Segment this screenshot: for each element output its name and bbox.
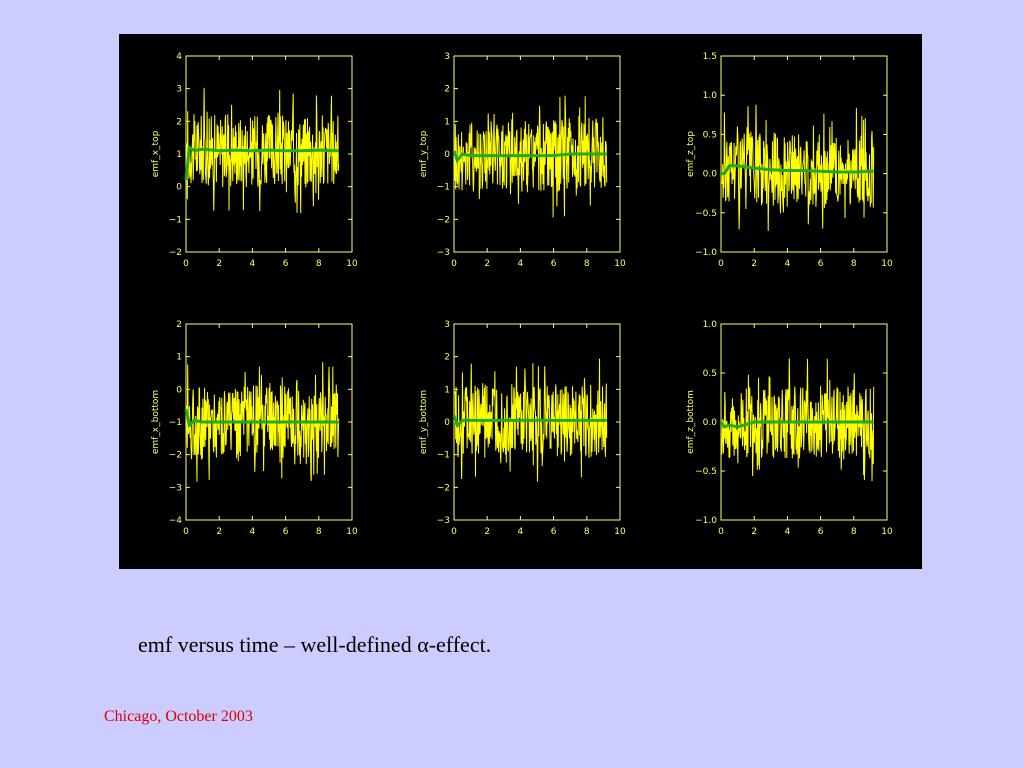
chart-6-ytick-label: 1.0 [703,320,718,330]
chart-2-xtick-label: 10 [614,259,626,269]
chart-1-ytick-label: 0 [176,183,182,193]
chart-6-ytick-label: −0.5 [695,467,717,477]
chart-1-ytick-label: 4 [176,52,182,62]
chart-2-xtick-label: 8 [584,259,590,269]
figure-panel: 0 2 4 6 8 10 −2 −1 0 1 2 3 4 emf_x_top 0 2 4 6 8 10 −3 −2 −1 0 1… [119,34,922,569]
chart-6-xtick-label: 6 [818,527,824,537]
chart-1-xtick-label: 10 [346,259,358,269]
chart-3-ytick-label: −0.5 [695,209,717,219]
chart-5-xtick-label: 4 [518,527,524,537]
chart-1-xtick-label: 8 [316,259,322,269]
chart-3-xtick-label: 2 [751,259,757,269]
chart-4-ytick-label: −3 [169,483,182,493]
chart-5-ytick-label: 0 [444,418,450,428]
chart-2-signal-line [454,95,608,218]
chart-5-xtick-label: 0 [451,527,457,537]
chart-6-ytick-label: 0.5 [703,369,717,379]
chart-5-ytick-label: −3 [437,516,450,526]
chart-1-xtick-label: 0 [183,259,189,269]
chart-1-ytick-label: −2 [169,248,182,258]
chart-2-ytick-label: 1 [444,117,450,127]
chart-2-xtick-label: 2 [484,259,490,269]
chart-1-ytick-label: −1 [169,215,182,225]
chart-6-signal-line [721,358,875,482]
chart-4-ytick-label: −2 [169,451,182,461]
chart-1-signal-line [186,87,340,214]
chart-4-signal-line [186,362,340,482]
chart-6-xtick-label: 4 [785,527,791,537]
chart-4-ytick-label: 0 [176,385,182,395]
chart-2-xtick-label: 4 [518,259,524,269]
chart-6-ylabel: emf_z_bottom [686,390,696,454]
chart-4-xtick-label: 2 [216,527,222,537]
chart-3-mean-line [721,164,874,176]
chart-5-xtick-label: 10 [614,527,626,537]
chart-5-ytick-label: −1 [437,451,450,461]
chart-6-ytick-label: 0.0 [703,418,718,428]
chart-4-ytick-label: 1 [176,353,182,363]
chart-4-xtick-label: 10 [346,527,358,537]
chart-2-ytick-label: −2 [437,215,450,225]
chart-1-xtick-label: 4 [250,259,256,269]
chart-2-ytick-label: −3 [437,248,450,258]
chart-3-frame [720,55,888,253]
chart-1-ytick-label: 3 [176,85,182,95]
chart-2-xtick-label: 6 [551,259,557,269]
chart-5-xtick-label: 8 [584,527,590,537]
chart-4-ytick-label: −1 [169,418,182,428]
chart-5-xtick-label: 2 [484,527,490,537]
chart-5-ylabel: emf_y_bottom [419,390,429,454]
chart-2-ytick-label: 2 [444,85,450,95]
chart-3-xtick-label: 0 [718,259,724,269]
chart-6-xtick-label: 10 [881,527,893,537]
chart-4-xtick-label: 8 [316,527,322,537]
chart-3-xtick-label: 10 [881,259,893,269]
chart-5-mean-line [452,415,607,429]
chart-4-ylabel: emf_x_bottom [151,390,161,454]
chart-3-ylabel: emf_z_top [686,131,696,177]
chart-3-xtick-label: 8 [851,259,857,269]
chart-1-ytick-label: 2 [176,117,182,127]
chart-2-ylabel: emf_y_top [419,130,429,177]
chart-5-ytick-label: 1 [444,385,450,395]
chart-2-xtick-label: 0 [451,259,457,269]
chart-3-xtick-label: 6 [818,259,824,269]
chart-6-xtick-label: 0 [718,527,724,537]
chart-5-ytick-label: 2 [444,353,450,363]
chart-5-ytick-label: 3 [444,320,450,330]
chart-3-ytick-label: 0.0 [703,170,718,180]
chart-1-xtick-label: 2 [216,259,222,269]
chart-4-ytick-label: −4 [169,516,183,526]
chart-4-ytick-label: 2 [176,320,182,330]
chart-5-signal-line [454,358,608,482]
chart-6-xtick-label: 8 [851,527,857,537]
chart-2-ytick-label: −1 [437,183,450,193]
chart-3-xtick-label: 4 [785,259,791,269]
caption: emf versus time – well-defined α-effect. [138,632,492,657]
chart-3-ytick-label: 1.0 [703,91,718,101]
chart-4-xtick-label: 6 [283,527,289,537]
chart-6-ytick-label: −1.0 [695,516,717,526]
chart-1-mean-line [184,144,339,181]
chart-4-xtick-label: 4 [250,527,256,537]
chart-1-ytick-label: 1 [176,150,182,160]
chart-3-ytick-label: 1.5 [703,52,717,62]
chart-1-xtick-label: 6 [283,259,289,269]
chart-2-ytick-label: 3 [444,52,450,62]
chart-3-ytick-label: 0.5 [703,130,717,140]
chart-3-signal-line [721,104,875,232]
chart-5-xtick-label: 6 [551,527,557,537]
chart-4-xtick-label: 0 [183,527,189,537]
chart-6-xtick-label: 2 [751,527,757,537]
footer-text: Chicago, October 2003 [104,708,253,725]
chart-5-ytick-label: −2 [437,483,450,493]
chart-3-ytick-label: −1.0 [695,248,717,258]
chart-1-ylabel: emf_x_top [151,130,161,177]
chart-2-ytick-label: 0 [444,150,450,160]
